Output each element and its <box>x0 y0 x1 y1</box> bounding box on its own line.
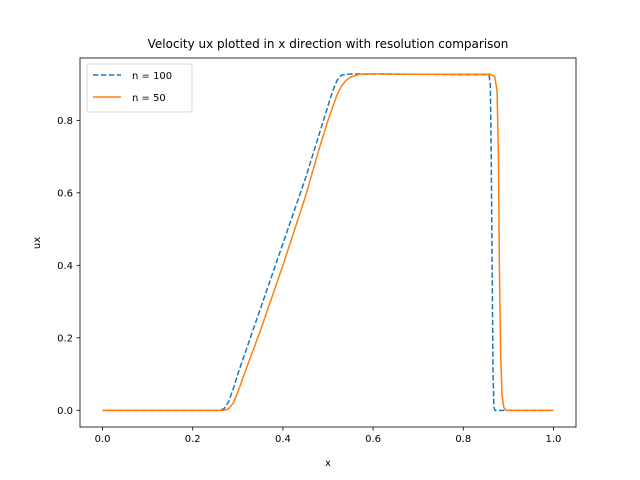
y-tick-label: 0.0 <box>57 406 73 417</box>
legend-box <box>86 63 193 113</box>
x-tick-label: 0.8 <box>455 434 471 445</box>
y-tick-label: 0.4 <box>57 261 73 272</box>
legend-label-1: n = 100 <box>132 71 172 82</box>
y-tick-label: 0.8 <box>57 116 73 127</box>
series-line-1 <box>102 73 554 412</box>
chart-title: Velocity ux plotted in x direction with … <box>148 37 509 51</box>
x-axis-label: x <box>325 458 331 469</box>
y-tick-label: 0.2 <box>57 333 73 344</box>
axes-frame <box>79 57 577 428</box>
legend: n = 100 n = 50 <box>86 63 193 113</box>
x-tick-label: 1.0 <box>546 434 562 445</box>
x-tick-label: 0.2 <box>185 434 201 445</box>
x-tick-label: 0.4 <box>275 434 291 445</box>
x-tick-label: 0.6 <box>365 434 381 445</box>
y-axis-label: ux <box>32 237 43 249</box>
series-line-2 <box>102 73 554 412</box>
y-tick-label: 0.6 <box>57 188 73 199</box>
legend-label-2: n = 50 <box>132 93 166 104</box>
x-tick-label: 0.0 <box>95 434 111 445</box>
plot-area: 0.0 0.2 0.4 0.6 0.8 1.0 0.0 0.2 0.4 0.6 0.8 <box>57 57 577 445</box>
